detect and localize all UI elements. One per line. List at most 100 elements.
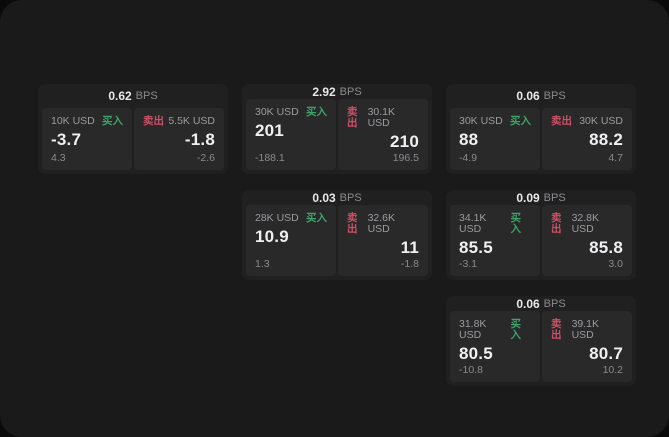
sell-price: 210 bbox=[390, 132, 419, 151]
buy-price: 85.5 bbox=[459, 238, 493, 257]
sell-amount: 32.8K USD bbox=[571, 212, 600, 235]
sell-sub-value: 10.2 bbox=[602, 364, 623, 376]
sell-price: 80.7 bbox=[589, 344, 623, 363]
buy-price: 80.5 bbox=[459, 344, 493, 363]
buy-sub-value: -3.1 bbox=[459, 258, 478, 270]
spread-value: 0.03 bbox=[312, 190, 336, 205]
sell-side-label: 卖出 bbox=[551, 318, 562, 341]
spread-unit: BPS bbox=[339, 191, 362, 204]
sell-sub-value: 196.5 bbox=[392, 152, 419, 164]
quote-tiles: 30K USD 买入 201 -188.1 卖出 30.1K USD 210 1… bbox=[246, 99, 428, 170]
sell-side-label: 卖出 bbox=[551, 115, 572, 127]
buy-amount: 31.8K USD bbox=[459, 318, 487, 341]
spread-header: 0.62 BPS bbox=[42, 84, 224, 108]
spread-header: 0.06 BPS bbox=[450, 84, 632, 108]
buy-side-label: 买入 bbox=[102, 115, 123, 127]
quote-card: 0.03 BPS 28K USD 买入 10.9 1.3 卖出 32.6K US… bbox=[242, 190, 432, 280]
sell-tile-top: 卖出 5.5K USD bbox=[143, 116, 215, 127]
buy-tile-top: 10K USD 买入 bbox=[51, 116, 123, 127]
sell-amount: 32.6K USD bbox=[367, 212, 396, 235]
spread-value: 0.62 bbox=[108, 89, 132, 103]
sell-amount: 39.1K USD bbox=[571, 318, 600, 341]
buy-tile[interactable]: 30K USD 买入 88 -4.9 bbox=[450, 108, 540, 170]
cards-grid: 0.62 BPS 10K USD 买入 -3.7 4.3 卖出 5.5K USD… bbox=[38, 84, 636, 386]
buy-side-label: 买入 bbox=[306, 106, 327, 118]
buy-tile-top: 31.8K USD 买入 bbox=[459, 319, 531, 341]
buy-price: -3.7 bbox=[51, 130, 82, 149]
quote-tiles: 10K USD 买入 -3.7 4.3 卖出 5.5K USD -1.8 -2.… bbox=[42, 108, 224, 170]
buy-sub-value: -188.1 bbox=[255, 152, 285, 164]
sell-tile[interactable]: 卖出 39.1K USD 80.7 10.2 bbox=[542, 311, 632, 382]
buy-tile[interactable]: 31.8K USD 买入 80.5 -10.8 bbox=[450, 311, 540, 382]
buy-tile-top: 30K USD 买入 bbox=[255, 107, 327, 118]
buy-price: 88 bbox=[459, 130, 479, 149]
quote-card: 0.09 BPS 34.1K USD 买入 85.5 -3.1 卖出 32.8K… bbox=[446, 190, 636, 280]
sell-side-label: 卖出 bbox=[347, 212, 358, 235]
buy-price: 201 bbox=[255, 121, 284, 140]
buy-amount: 30K USD bbox=[459, 115, 503, 127]
buy-amount: 28K USD bbox=[255, 212, 299, 224]
spread-value: 0.09 bbox=[516, 190, 540, 205]
sell-sub-value: 4.7 bbox=[608, 152, 623, 164]
buy-side-label: 买入 bbox=[306, 212, 327, 224]
sell-tile-top: 卖出 32.6K USD bbox=[347, 213, 419, 235]
spread-header: 0.06 BPS bbox=[450, 296, 632, 311]
sell-sub-value: -1.8 bbox=[400, 258, 419, 270]
buy-price: 10.9 bbox=[255, 227, 289, 246]
sell-amount: 30.1K USD bbox=[367, 106, 396, 129]
sell-tile[interactable]: 卖出 30K USD 88.2 4.7 bbox=[542, 108, 632, 170]
sell-price: 11 bbox=[400, 238, 419, 257]
sell-tile-top: 卖出 39.1K USD bbox=[551, 319, 623, 341]
sell-tile-top: 卖出 30K USD bbox=[551, 116, 623, 127]
buy-tile-top: 30K USD 买入 bbox=[459, 116, 531, 127]
sell-side-label: 卖出 bbox=[347, 106, 358, 129]
spread-value: 0.06 bbox=[516, 296, 540, 311]
sell-sub-value: -2.6 bbox=[196, 152, 215, 164]
spread-header: 0.03 BPS bbox=[246, 190, 428, 205]
buy-tile[interactable]: 10K USD 买入 -3.7 4.3 bbox=[42, 108, 132, 170]
sell-tile-top: 卖出 30.1K USD bbox=[347, 107, 419, 129]
sell-amount: 5.5K USD bbox=[168, 115, 215, 127]
buy-sub-value: 1.3 bbox=[255, 258, 270, 270]
buy-tile-top: 28K USD 买入 bbox=[255, 213, 327, 224]
buy-tile-top: 34.1K USD 买入 bbox=[459, 213, 531, 235]
buy-sub-value: 4.3 bbox=[51, 152, 66, 164]
sell-sub-value: 3.0 bbox=[608, 258, 623, 270]
sell-side-label: 卖出 bbox=[551, 212, 562, 235]
spread-header: 0.09 BPS bbox=[450, 190, 632, 205]
buy-tile[interactable]: 34.1K USD 买入 85.5 -3.1 bbox=[450, 205, 540, 276]
spread-unit: BPS bbox=[339, 85, 362, 98]
spread-header: 2.92 BPS bbox=[246, 84, 428, 99]
buy-amount: 30K USD bbox=[255, 106, 299, 118]
buy-amount: 34.1K USD bbox=[459, 212, 487, 235]
sell-side-label: 卖出 bbox=[143, 115, 164, 127]
sell-price: 85.8 bbox=[589, 238, 623, 257]
quote-tiles: 31.8K USD 买入 80.5 -10.8 卖出 39.1K USD 80.… bbox=[450, 311, 632, 382]
spread-unit: BPS bbox=[543, 297, 566, 310]
sell-tile[interactable]: 卖出 32.8K USD 85.8 3.0 bbox=[542, 205, 632, 276]
quote-card: 0.06 BPS 31.8K USD 买入 80.5 -10.8 卖出 39.1… bbox=[446, 296, 636, 386]
sell-tile[interactable]: 卖出 30.1K USD 210 196.5 bbox=[338, 99, 428, 170]
quote-card: 0.62 BPS 10K USD 买入 -3.7 4.3 卖出 5.5K USD… bbox=[38, 84, 228, 174]
quote-tiles: 28K USD 买入 10.9 1.3 卖出 32.6K USD 11 -1.8 bbox=[246, 205, 428, 276]
sell-amount: 30K USD bbox=[579, 115, 623, 127]
buy-sub-value: -4.9 bbox=[459, 152, 478, 164]
quote-tiles: 30K USD 买入 88 -4.9 卖出 30K USD 88.2 4.7 bbox=[450, 108, 632, 170]
sell-tile-top: 卖出 32.8K USD bbox=[551, 213, 623, 235]
spread-value: 0.06 bbox=[516, 89, 540, 103]
sell-price: 88.2 bbox=[589, 130, 623, 149]
buy-sub-value: -10.8 bbox=[459, 364, 483, 376]
quote-card: 0.06 BPS 30K USD 买入 88 -4.9 卖出 30K USD 8… bbox=[446, 84, 636, 174]
sell-price: -1.8 bbox=[184, 130, 215, 149]
buy-tile[interactable]: 30K USD 买入 201 -188.1 bbox=[246, 99, 336, 170]
sell-tile[interactable]: 卖出 32.6K USD 11 -1.8 bbox=[338, 205, 428, 276]
spread-unit: BPS bbox=[135, 90, 158, 102]
spread-value: 2.92 bbox=[312, 84, 336, 99]
buy-amount: 10K USD bbox=[51, 115, 95, 127]
sell-tile[interactable]: 卖出 5.5K USD -1.8 -2.6 bbox=[134, 108, 224, 170]
quote-card: 2.92 BPS 30K USD 买入 201 -188.1 卖出 30.1K … bbox=[242, 84, 432, 174]
quote-tiles: 34.1K USD 买入 85.5 -3.1 卖出 32.8K USD 85.8… bbox=[450, 205, 632, 276]
buy-side-label: 买入 bbox=[510, 318, 521, 341]
spread-unit: BPS bbox=[543, 191, 566, 204]
buy-tile[interactable]: 28K USD 买入 10.9 1.3 bbox=[246, 205, 336, 276]
